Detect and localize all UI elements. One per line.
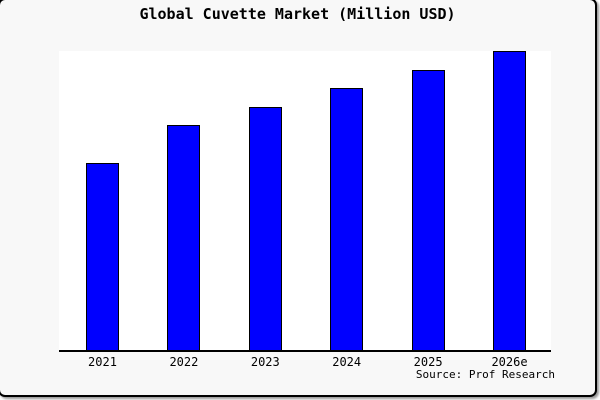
bar-2023 <box>248 106 282 350</box>
bar-2026e <box>493 51 526 350</box>
bar-2024 <box>330 87 364 350</box>
chart-title: Global Cuvette Market (Million USD) <box>139 5 456 23</box>
x-tick-label-2022: 2022 <box>169 355 199 369</box>
plot-area <box>59 51 551 352</box>
bar-2025 <box>411 69 445 350</box>
x-tick-label-2024: 2024 <box>332 355 362 369</box>
bar-2021 <box>86 162 119 350</box>
source-note: Source: Prof Research <box>415 368 555 381</box>
x-tick-label-2025: 2025 <box>413 355 443 369</box>
x-tick-label-2026e: 2026e <box>491 355 528 369</box>
x-tick-label-2023: 2023 <box>250 355 280 369</box>
bar-2022 <box>167 124 201 350</box>
x-tick-label-2021: 2021 <box>88 355 117 369</box>
